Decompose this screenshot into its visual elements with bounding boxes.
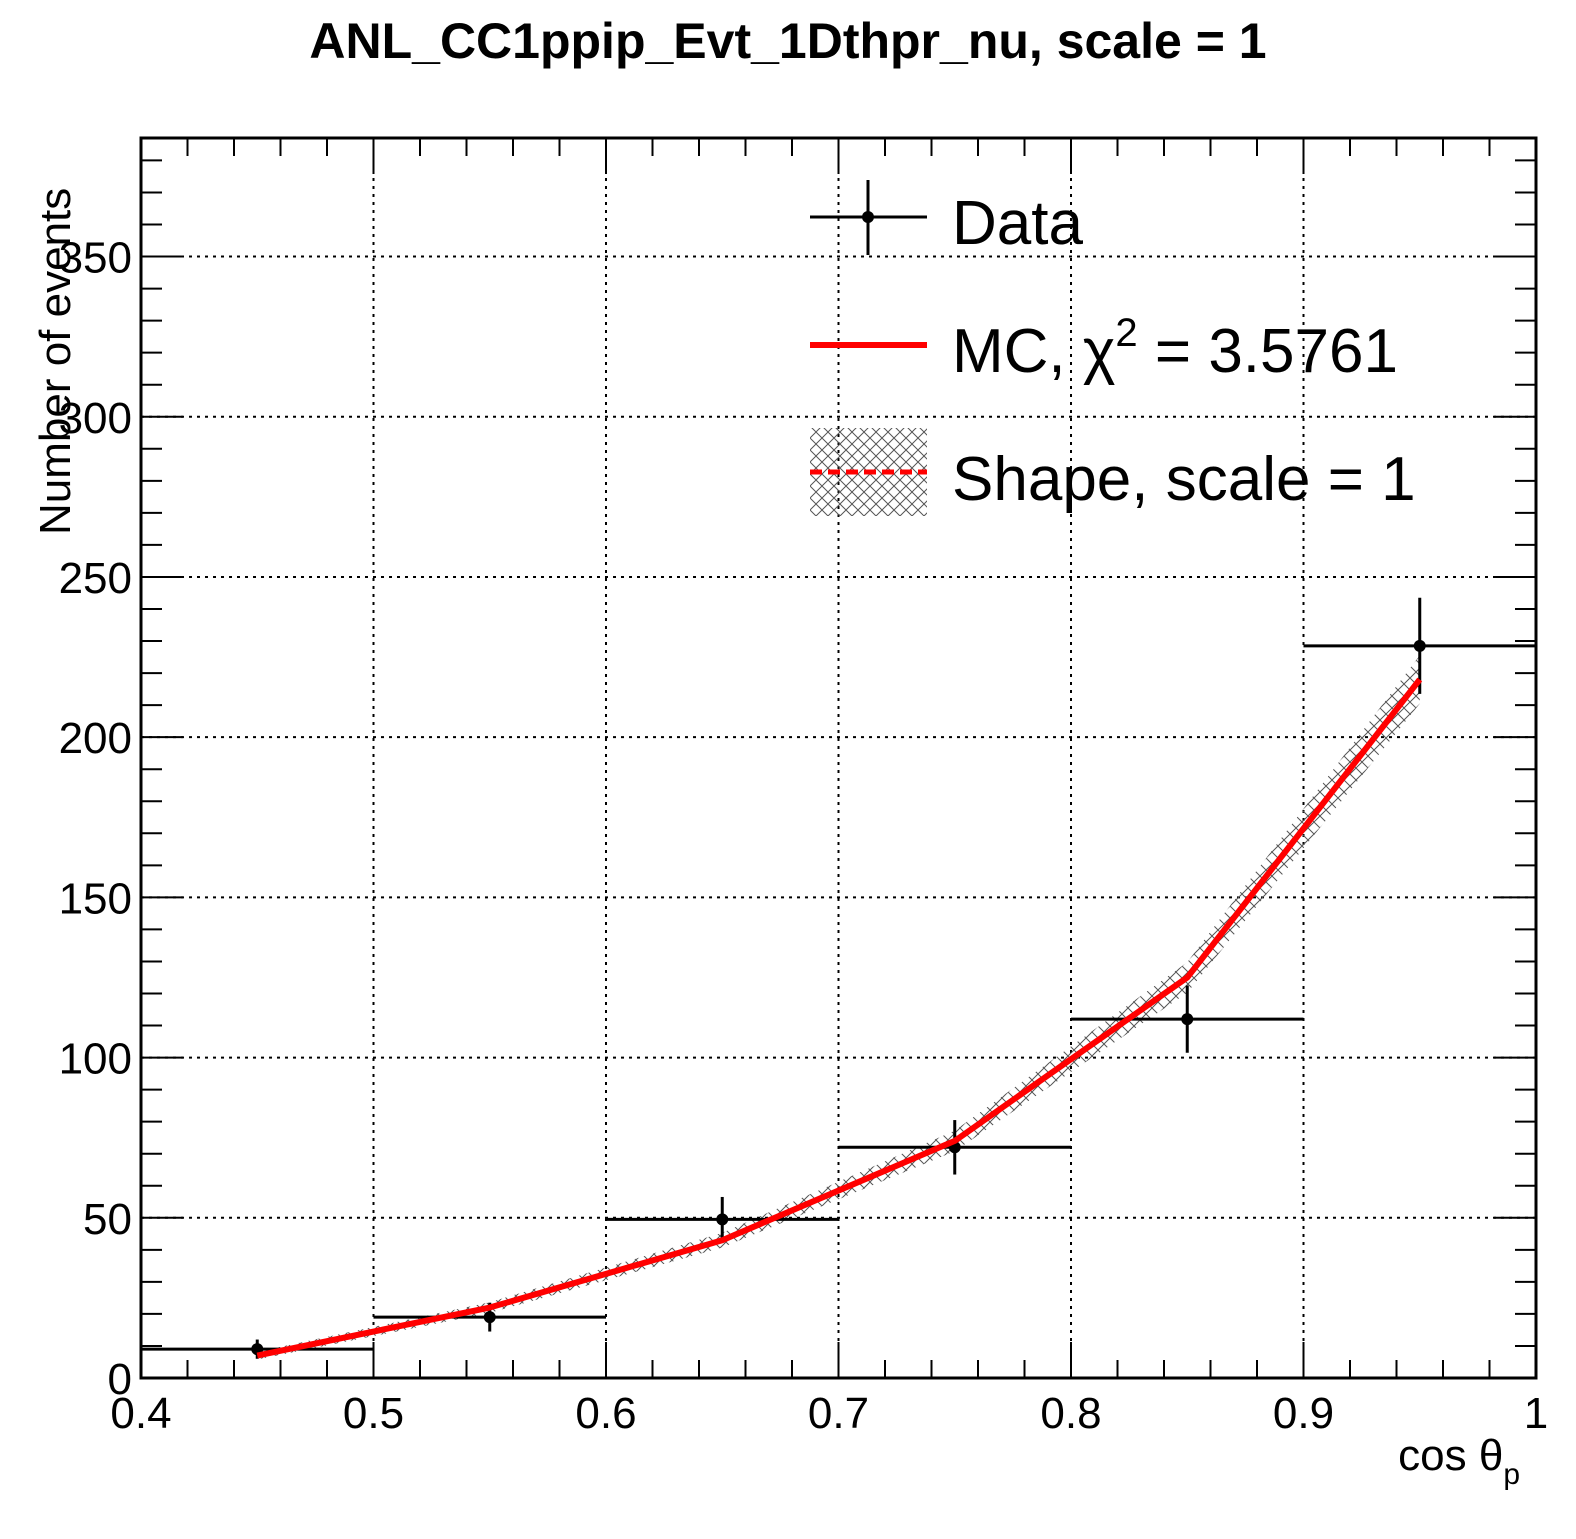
- x-tick-label: 0.6: [575, 1389, 636, 1438]
- y-axis-title: Number of events: [31, 188, 80, 535]
- x-tick-label: 0.8: [1040, 1389, 1101, 1438]
- shape-band: [256, 655, 1422, 1360]
- x-tick-label: 0.4: [110, 1389, 171, 1438]
- y-tick-label: 0: [108, 1355, 132, 1404]
- data-point: [373, 1302, 606, 1332]
- x-tick-label: 0.7: [808, 1389, 869, 1438]
- data-marker: [1413, 639, 1426, 652]
- x-axis-title-subscript: p: [1503, 1458, 1520, 1491]
- y-tick-label: 200: [59, 714, 132, 763]
- data-point: [1071, 985, 1304, 1053]
- grid: [141, 138, 1536, 1378]
- y-tick-label: 250: [59, 554, 132, 603]
- data-point: [838, 1120, 1071, 1175]
- legend-label-mc-prefix: MC,: [952, 317, 1083, 386]
- mc-series-line: [256, 677, 1423, 1359]
- data-marker: [1181, 1013, 1194, 1026]
- y-tick-label: 350: [59, 234, 132, 283]
- y-tick-label: 150: [59, 874, 132, 923]
- legend-item-shape: Shape, scale = 1: [810, 428, 1416, 516]
- y-tick-label: 100: [59, 1035, 132, 1084]
- legend-label-mc-suffix: = 3.5761: [1138, 317, 1398, 386]
- y-tick-label: 50: [83, 1195, 132, 1244]
- shape-band-area: [257, 655, 1420, 1360]
- x-tick-label: 0.5: [343, 1389, 404, 1438]
- legend: Data MC, χ2 = 3.5761 Shape, scale = 1: [810, 180, 1416, 516]
- y-tick-label: 300: [59, 394, 132, 443]
- legend-label-mc-chi: χ: [1083, 317, 1116, 386]
- x-axis-title: cos θp: [1398, 1431, 1520, 1491]
- x-axis-title-main: cos θ: [1398, 1431, 1503, 1480]
- legend-item-data: Data: [810, 180, 1083, 258]
- tick-labels: 0.4 0.5 0.6 0.7 0.8 0.9 1 0 50 100 150 200 250 300 350: [59, 234, 1549, 1438]
- data-marker: [483, 1311, 496, 1324]
- x-tick-label: 0.9: [1273, 1389, 1334, 1438]
- legend-item-mc: MC, χ2 = 3.5761: [810, 311, 1398, 386]
- data-points: [141, 597, 1536, 1359]
- data-point: [606, 1196, 839, 1242]
- legend-label-data: Data: [952, 189, 1083, 258]
- mc-line: [256, 677, 1423, 1359]
- chart-title: ANL_CC1ppip_Evt_1Dthpr_nu, scale = 1: [309, 13, 1266, 69]
- legend-label-mc: MC, χ2 = 3.5761: [952, 311, 1398, 386]
- legend-label-mc-sup: 2: [1115, 311, 1137, 355]
- data-point: [1303, 597, 1536, 694]
- legend-label-shape: Shape, scale = 1: [952, 445, 1416, 514]
- data-marker: [716, 1213, 729, 1226]
- x-tick-label: 1: [1524, 1389, 1548, 1438]
- ticks: [140, 138, 1537, 1379]
